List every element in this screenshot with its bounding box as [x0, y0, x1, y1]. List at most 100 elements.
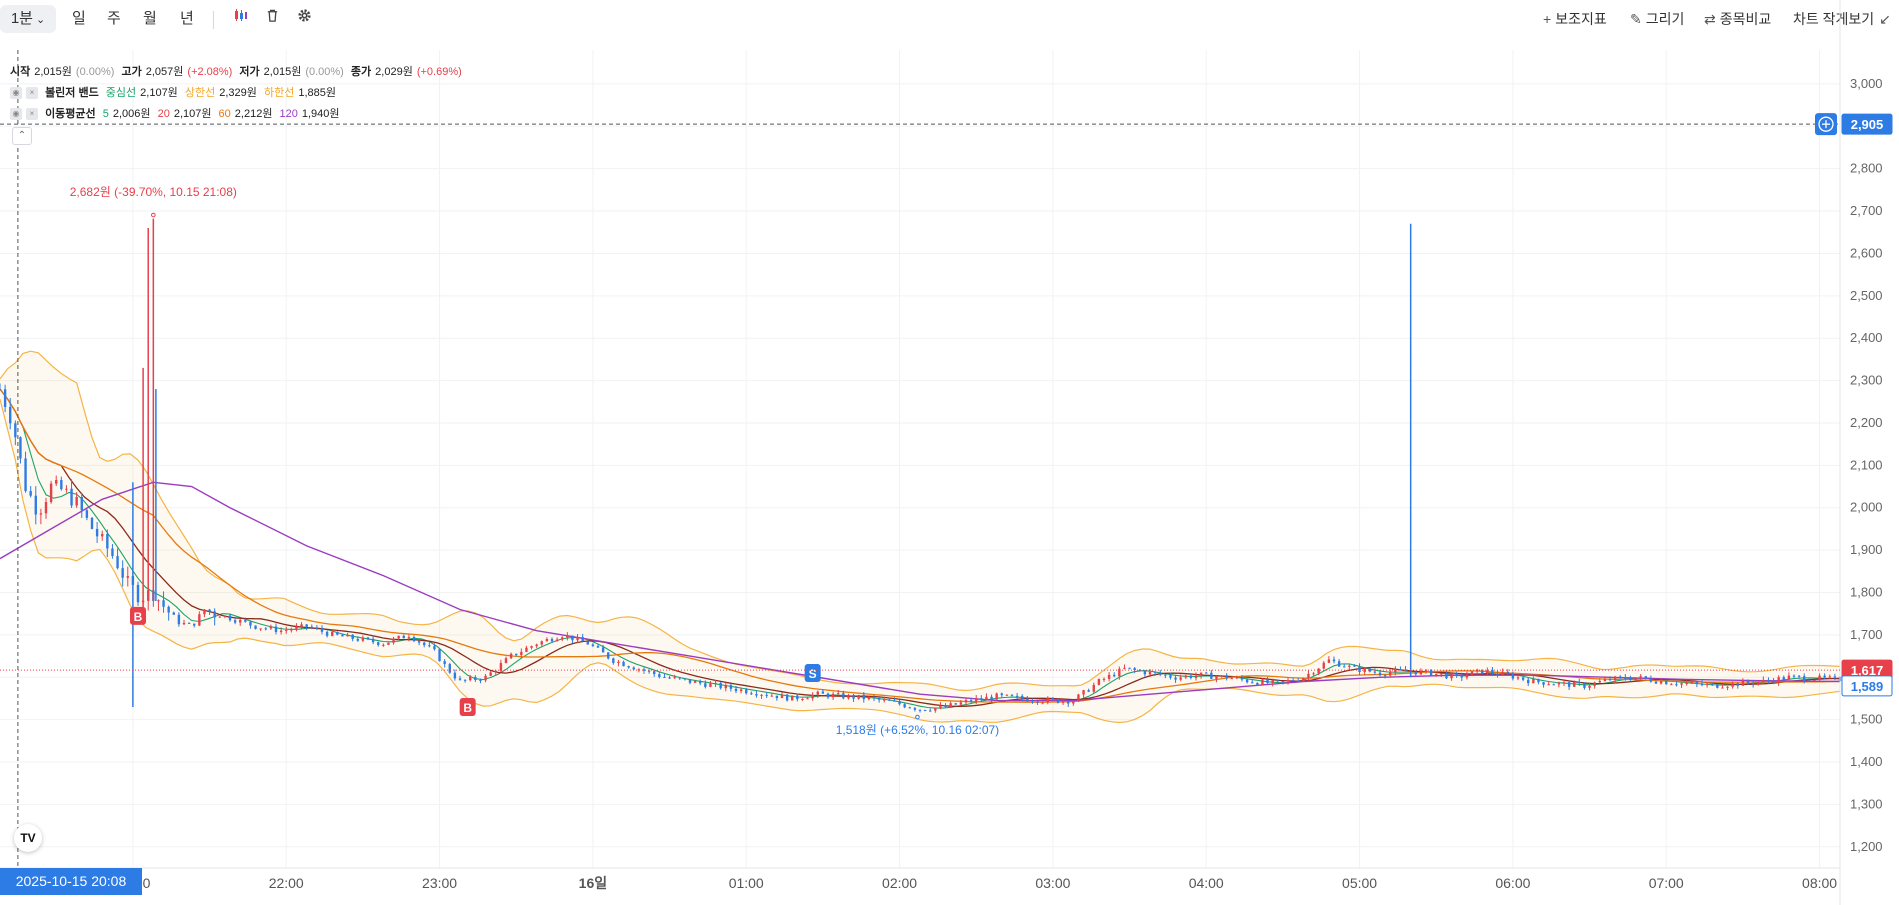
candle-body — [888, 699, 891, 701]
trade-marker-b[interactable]: B — [459, 697, 476, 716]
compare-button[interactable]: ⇄ 종목비교 — [1704, 5, 1771, 33]
candle-body — [1235, 677, 1239, 679]
candle-body — [1087, 690, 1090, 692]
crosshair-price-label: 2,905 — [1851, 117, 1884, 132]
collapse-chart-button[interactable]: 차트 작게보기 ↙ — [1793, 5, 1895, 33]
ma20-period: 20 — [157, 108, 170, 120]
interval-select[interactable]: 1분 ⌄ — [0, 5, 56, 33]
candle-body — [1435, 673, 1438, 676]
tradingview-logo-icon[interactable]: TV — [14, 824, 42, 852]
chart-type-icon[interactable] — [233, 5, 249, 33]
close-icon[interactable]: × — [26, 108, 38, 121]
draw-button[interactable]: ✎ 그리기 — [1630, 5, 1684, 33]
candle-body — [540, 641, 543, 645]
candle-body — [1000, 693, 1003, 696]
ma20-line — [0, 388, 1841, 708]
low-value: 2,015원 — [263, 66, 302, 78]
period-month-button[interactable]: 월 — [143, 10, 157, 27]
candle-body — [1297, 680, 1300, 682]
close-icon[interactable]: × — [26, 87, 38, 100]
candle-body — [1302, 678, 1305, 681]
candle-body — [663, 677, 666, 679]
x-tick-label: 08:00 — [1802, 875, 1837, 891]
second-price-label-box — [1841, 675, 1893, 697]
period-week-button[interactable]: 주 — [107, 10, 121, 27]
candle-body — [1613, 676, 1617, 681]
candle-body — [1460, 674, 1463, 678]
candle-body — [182, 622, 186, 625]
candle-body — [1501, 671, 1504, 675]
bollinger-upper-line — [0, 350, 1841, 692]
candle-body — [1583, 683, 1586, 688]
trade-marker-b[interactable]: B — [130, 606, 146, 625]
candle-body — [555, 639, 559, 642]
candle-body — [1343, 666, 1346, 668]
candle-body — [1649, 678, 1653, 682]
y-tick-label: 2,000 — [1850, 500, 1883, 515]
compare-label: 종목비교 — [1719, 11, 1772, 27]
candle-body — [111, 548, 114, 557]
x-tick-label: 01:00 — [729, 875, 764, 891]
candle-body — [535, 644, 538, 647]
candle-body — [371, 638, 375, 643]
candle-body — [1291, 680, 1295, 682]
gear-icon[interactable] — [297, 5, 312, 33]
trash-icon[interactable] — [265, 5, 280, 33]
trade-marker-s[interactable]: S — [804, 664, 821, 683]
pencil-icon: ✎ — [1630, 11, 1642, 27]
candle-body — [259, 628, 262, 630]
bollinger-band — [0, 350, 1841, 724]
candle-body — [157, 600, 160, 602]
crosshair-time-label: 2025-10-15 20:08 — [16, 873, 127, 889]
candle-body — [1123, 667, 1126, 669]
candle-body — [167, 606, 170, 613]
candle-body — [60, 480, 63, 490]
candle-body — [816, 691, 819, 695]
trade-marker-box — [459, 697, 476, 716]
candle-body — [341, 634, 344, 637]
candle-body — [591, 644, 595, 646]
candle-body — [1041, 702, 1044, 704]
candle-body — [1394, 669, 1397, 673]
candle-body — [1746, 680, 1750, 683]
x-tick-label: 22:00 — [269, 875, 304, 891]
candle-body — [862, 694, 865, 700]
candle-body — [944, 705, 947, 707]
x-tick-label: 03:00 — [1035, 875, 1070, 891]
indicator-button[interactable]: + 보조지표 — [1543, 5, 1607, 33]
trade-markers[interactable]: B B S — [130, 606, 821, 716]
candle-body — [387, 642, 390, 645]
legend-collapse-button[interactable]: ⌃ — [12, 127, 32, 145]
bollinger-name: 볼린저 밴드 — [45, 87, 99, 99]
trade-marker-box — [804, 664, 821, 683]
candle-body — [842, 693, 845, 699]
candle-body — [162, 600, 165, 607]
toolbar-divider — [213, 11, 214, 29]
candle-body — [90, 517, 94, 529]
candle-body — [734, 688, 738, 692]
candle-body — [980, 698, 983, 700]
eye-icon[interactable]: ◉ — [10, 87, 22, 100]
period-day-button[interactable]: 일 — [72, 10, 86, 27]
candle-body — [1578, 682, 1581, 684]
candle-body — [658, 674, 661, 678]
period-year-button[interactable]: 년 — [180, 10, 194, 27]
candle-body — [1077, 694, 1080, 702]
candle-body — [607, 652, 610, 659]
candle-body — [1608, 679, 1612, 681]
candle-body — [1179, 677, 1182, 680]
candle-body — [1736, 683, 1739, 686]
candle-body — [1659, 681, 1663, 684]
candle-body — [1240, 677, 1244, 680]
candle-body — [1532, 679, 1535, 684]
candle-body — [581, 637, 584, 642]
candle-body — [949, 703, 952, 707]
candle-body — [576, 637, 579, 641]
trade-marker-label: S — [809, 667, 817, 681]
candle-body — [1772, 680, 1775, 683]
eye-icon[interactable]: ◉ — [10, 108, 22, 121]
candle-body — [239, 619, 242, 623]
candle-body — [622, 661, 625, 667]
